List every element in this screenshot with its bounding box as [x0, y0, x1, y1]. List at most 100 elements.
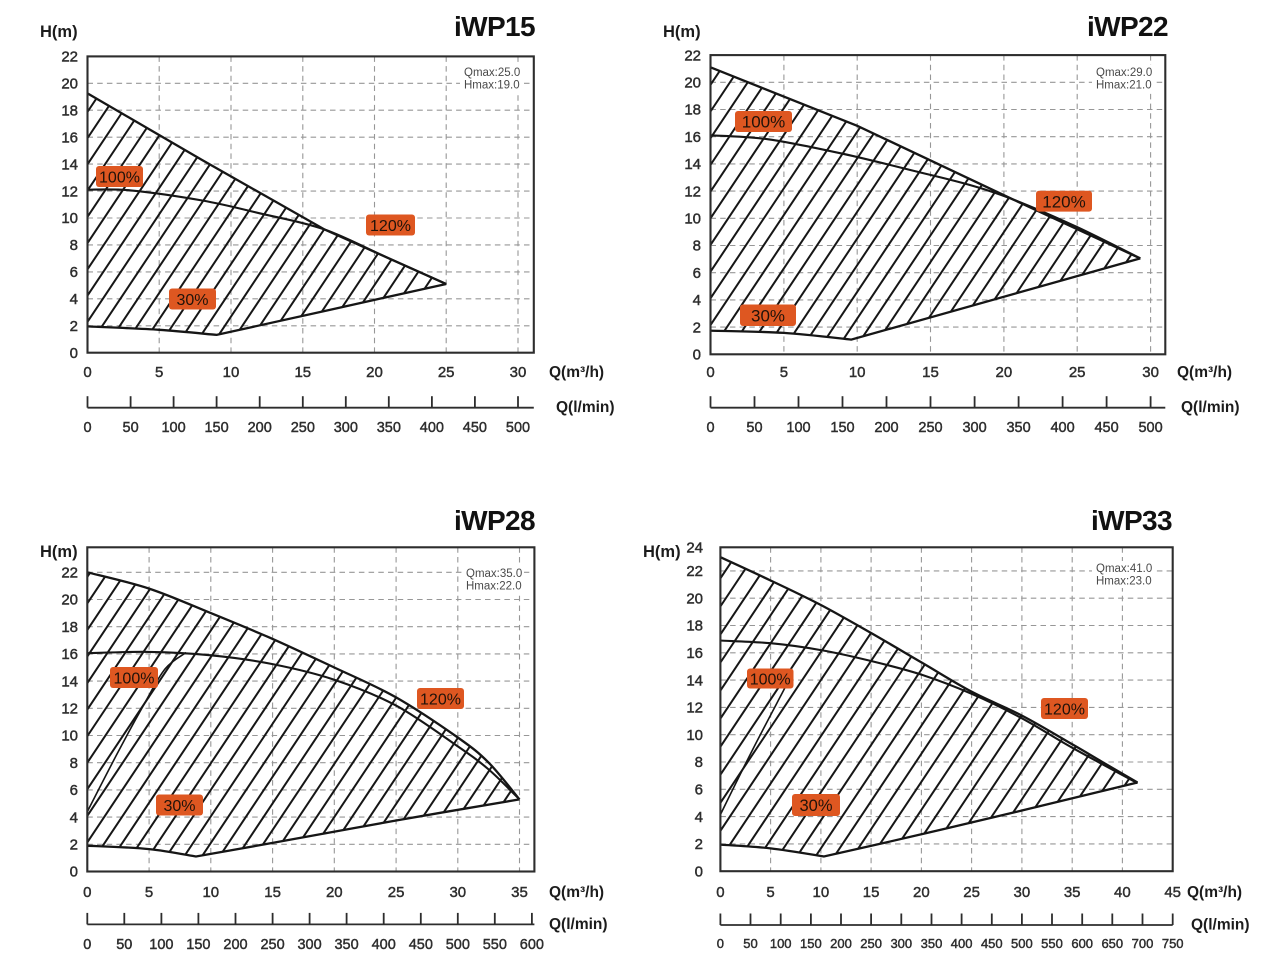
svg-text:25: 25 [438, 364, 455, 381]
svg-text:0: 0 [83, 884, 91, 901]
svg-text:Q(m³/h): Q(m³/h) [1187, 884, 1242, 901]
svg-text:22: 22 [61, 565, 78, 582]
svg-text:0: 0 [695, 863, 703, 880]
svg-text:12: 12 [61, 183, 78, 200]
svg-text:30: 30 [449, 884, 466, 901]
svg-text:450: 450 [981, 936, 1003, 951]
svg-text:Hmax:23.0: Hmax:23.0 [1096, 576, 1152, 588]
svg-text:20: 20 [686, 590, 703, 607]
svg-text:30: 30 [510, 364, 527, 381]
svg-text:35: 35 [511, 884, 528, 901]
svg-text:Hmax:22.0: Hmax:22.0 [466, 581, 522, 593]
svg-text:12: 12 [684, 183, 701, 200]
svg-text:15: 15 [294, 364, 311, 381]
svg-text:14: 14 [684, 156, 701, 173]
svg-text:6: 6 [70, 782, 78, 799]
svg-text:30%: 30% [799, 797, 832, 815]
svg-text:2: 2 [693, 319, 701, 336]
svg-text:6: 6 [693, 265, 701, 282]
svg-text:400: 400 [420, 420, 444, 436]
svg-text:iWP33: iWP33 [1091, 505, 1172, 536]
svg-text:10: 10 [223, 364, 240, 381]
svg-text:50: 50 [746, 420, 762, 436]
svg-text:200: 200 [874, 420, 898, 436]
svg-text:5: 5 [766, 884, 774, 901]
svg-text:Q(l/min): Q(l/min) [1181, 399, 1240, 416]
svg-text:35: 35 [1064, 884, 1081, 901]
svg-text:250: 250 [918, 420, 942, 436]
svg-text:10: 10 [61, 210, 78, 227]
svg-text:200: 200 [248, 420, 272, 436]
svg-text:Hmax:19.0: Hmax:19.0 [464, 80, 520, 92]
svg-text:14: 14 [61, 156, 78, 173]
svg-text:4: 4 [693, 292, 701, 309]
svg-text:0: 0 [706, 364, 714, 381]
svg-text:14: 14 [686, 672, 703, 689]
svg-text:100%: 100% [742, 113, 785, 132]
svg-text:600: 600 [520, 937, 544, 953]
svg-text:120%: 120% [1042, 192, 1085, 211]
svg-text:45: 45 [1164, 884, 1181, 901]
svg-text:120%: 120% [370, 218, 411, 235]
svg-text:20: 20 [913, 884, 930, 901]
svg-text:Qmax:41.0: Qmax:41.0 [1096, 563, 1152, 575]
svg-text:700: 700 [1132, 936, 1154, 951]
svg-text:Q(m³/h): Q(m³/h) [1177, 364, 1232, 381]
svg-text:50: 50 [116, 937, 132, 953]
svg-text:iWP28: iWP28 [454, 505, 535, 536]
svg-text:400: 400 [1050, 420, 1074, 436]
svg-text:350: 350 [334, 937, 358, 953]
svg-text:8: 8 [693, 238, 701, 255]
svg-text:30: 30 [1014, 884, 1031, 901]
svg-text:18: 18 [684, 102, 701, 119]
svg-text:500: 500 [1138, 420, 1162, 436]
svg-text:2: 2 [70, 318, 78, 335]
svg-text:450: 450 [463, 420, 487, 436]
svg-text:16: 16 [684, 129, 701, 146]
svg-text:16: 16 [61, 646, 78, 663]
svg-text:Q(l/min): Q(l/min) [549, 916, 608, 933]
svg-text:0: 0 [83, 420, 91, 436]
svg-text:0: 0 [716, 884, 724, 901]
svg-text:300: 300 [334, 420, 358, 436]
svg-text:10: 10 [686, 727, 703, 744]
svg-text:0: 0 [706, 420, 714, 436]
svg-text:18: 18 [686, 618, 703, 635]
svg-text:150: 150 [186, 937, 210, 953]
svg-text:50: 50 [743, 936, 757, 951]
svg-text:16: 16 [686, 645, 703, 662]
svg-text:22: 22 [61, 49, 78, 66]
svg-text:25: 25 [963, 884, 980, 901]
svg-text:Q(l/min): Q(l/min) [556, 399, 615, 416]
svg-text:14: 14 [61, 673, 78, 690]
svg-text:5: 5 [780, 364, 788, 381]
svg-text:300: 300 [297, 937, 321, 953]
svg-text:15: 15 [264, 884, 281, 901]
svg-text:16: 16 [61, 129, 78, 146]
svg-text:650: 650 [1101, 936, 1123, 951]
svg-text:30: 30 [1142, 364, 1159, 381]
svg-text:300: 300 [890, 936, 912, 951]
svg-text:20: 20 [996, 364, 1013, 381]
svg-text:Q(m³/h): Q(m³/h) [549, 364, 604, 381]
svg-text:24: 24 [686, 540, 703, 557]
svg-text:20: 20 [684, 75, 701, 92]
svg-text:20: 20 [61, 592, 78, 609]
svg-text:22: 22 [686, 563, 703, 580]
svg-text:18: 18 [61, 102, 78, 119]
svg-text:5: 5 [155, 364, 163, 381]
svg-text:10: 10 [202, 884, 219, 901]
svg-text:50: 50 [123, 420, 139, 436]
svg-text:Hmax:21.0: Hmax:21.0 [1096, 80, 1152, 92]
svg-text:100: 100 [770, 936, 792, 951]
svg-text:250: 250 [260, 937, 284, 953]
svg-text:H(m): H(m) [663, 23, 701, 41]
svg-text:500: 500 [506, 420, 530, 436]
svg-text:500: 500 [1011, 936, 1033, 951]
svg-text:100%: 100% [114, 670, 155, 687]
svg-text:iWP15: iWP15 [454, 11, 535, 42]
svg-text:450: 450 [1094, 420, 1118, 436]
svg-text:150: 150 [830, 420, 854, 436]
svg-text:H(m): H(m) [40, 543, 78, 561]
svg-text:12: 12 [686, 700, 703, 717]
